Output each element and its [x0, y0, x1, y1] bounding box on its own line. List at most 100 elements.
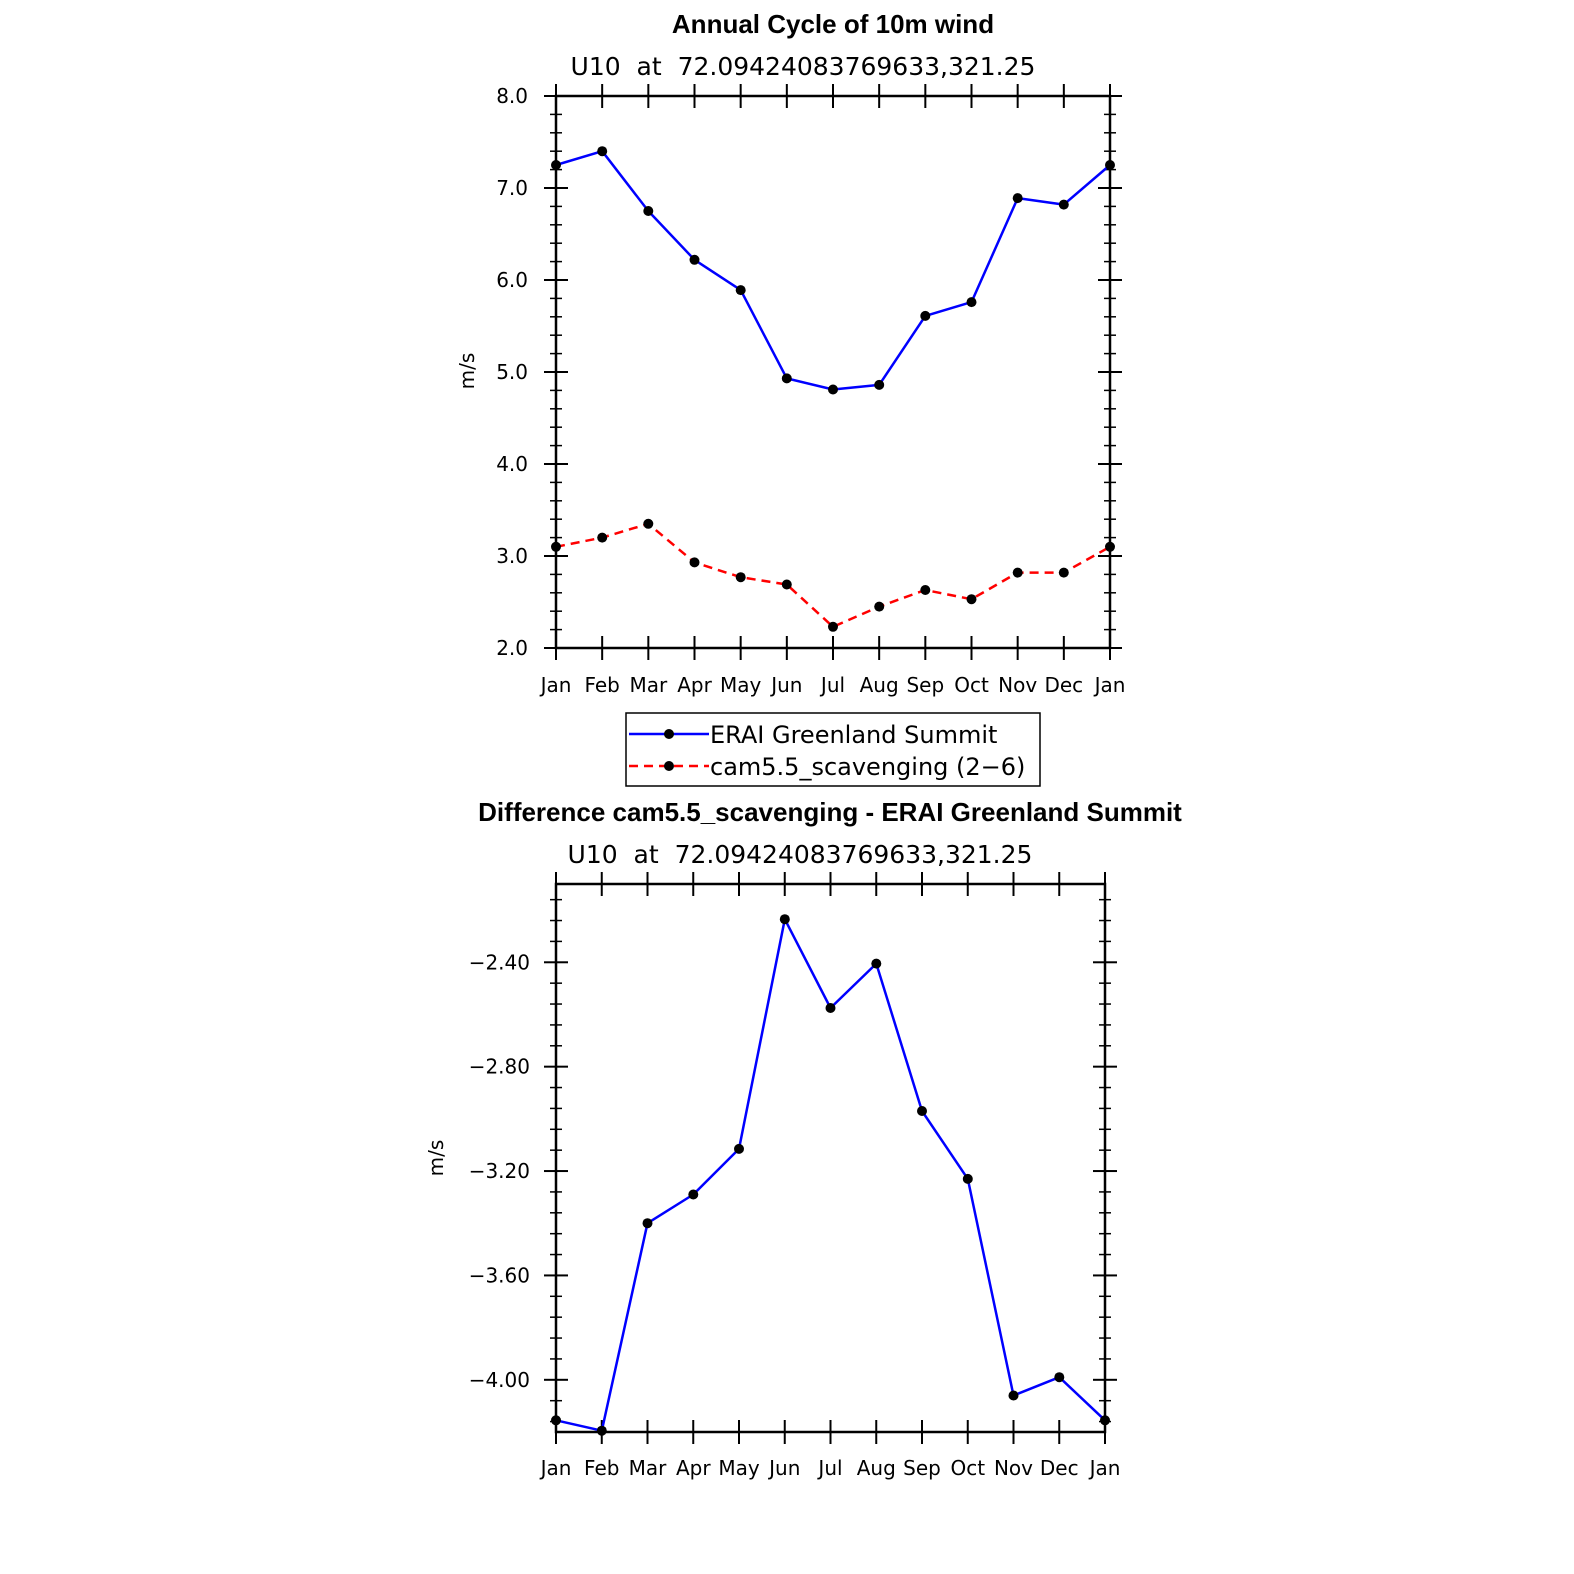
series-layer: [551, 146, 1115, 632]
x-tick-label: Aug: [860, 673, 899, 697]
series-point-0: [1054, 1372, 1065, 1383]
x-tick-label: Jul: [816, 1456, 842, 1480]
series-point-1: [1105, 541, 1115, 552]
chart-subtitle: U10 at 72.09424083769633,321.25: [568, 840, 1033, 869]
series-point-0: [966, 297, 977, 308]
series-point-1: [597, 532, 608, 543]
legend-label-cam: cam5.5_scavenging (2−6): [710, 753, 1025, 781]
series-point-0: [1105, 160, 1115, 170]
y-axis-label: m/s: [455, 353, 479, 390]
series-point-1: [1012, 567, 1023, 578]
x-tick-label: Jun: [767, 1456, 800, 1480]
series-point-1: [920, 585, 931, 595]
chart-title: Difference cam5.5_scavenging - ERAI Gree…: [478, 797, 1182, 827]
series-point-0: [551, 1415, 561, 1426]
y-tick-label: −2.80: [469, 1055, 530, 1079]
series-point-1: [874, 601, 885, 612]
x-tick-label: Oct: [954, 673, 989, 697]
y-tick-label: −2.40: [469, 950, 530, 974]
series-point-0: [1008, 1390, 1019, 1401]
x-tick-labels: Jan Feb Mar Apr May Jun Jul Aug Sep Oct Nov Dec Jan: [539, 673, 1126, 697]
series-point-1: [551, 541, 561, 552]
series-point-0: [642, 1218, 653, 1229]
x-tick-label: Jun: [769, 673, 802, 697]
axis-ticks: [544, 872, 1117, 1444]
series-point-0: [596, 1425, 607, 1436]
x-tick-label: Mar: [629, 673, 668, 697]
series-point-0: [962, 1173, 973, 1184]
series-point-1: [966, 594, 977, 605]
y-tick-labels: 2.0 3.0 4.0 5.0 6.0 7.0 8.0: [496, 84, 528, 660]
series-line-0: [555, 917, 1106, 1432]
series-point-0: [920, 310, 931, 321]
x-tick-label: Oct: [950, 1456, 985, 1480]
series-point-0: [825, 1003, 836, 1013]
series-point-0: [643, 206, 654, 216]
y-tick-label: 8.0: [496, 84, 528, 108]
y-tick-label: −3.20: [469, 1159, 530, 1183]
series-point-1: [643, 518, 654, 529]
legend-marker-cam: [664, 761, 674, 771]
series-point-1: [781, 579, 792, 590]
series-point-1: [1058, 567, 1069, 578]
x-tick-label: Jan: [1093, 673, 1126, 697]
series-point-0: [551, 160, 561, 170]
chart-subtitle: U10 at 72.09424083769633,321.25: [571, 52, 1036, 81]
series-point-0: [735, 285, 746, 296]
x-tick-label: Dec: [1040, 1456, 1079, 1480]
series-point-0: [597, 146, 608, 157]
x-tick-label: Apr: [676, 1456, 711, 1480]
difference-chart: Difference cam5.5_scavenging - ERAI Gree…: [424, 797, 1182, 1480]
x-tick-label: Feb: [584, 1456, 619, 1480]
x-tick-label: Jan: [539, 673, 572, 697]
y-tick-label: 7.0: [496, 176, 528, 200]
y-tick-labels: −4.00 −3.60 −3.20 −2.80 −2.40: [469, 950, 530, 1392]
x-tick-label: Sep: [903, 1456, 941, 1480]
x-tick-label: Nov: [998, 673, 1037, 697]
series-point-0: [828, 384, 838, 395]
legend-label-erai: ERAI Greenland Summit: [710, 721, 997, 749]
x-tick-label: Nov: [994, 1456, 1033, 1480]
series-point-0: [871, 958, 882, 969]
y-tick-label: 3.0: [496, 544, 528, 568]
series-point-0: [688, 1189, 699, 1200]
y-tick-label: 5.0: [496, 360, 528, 384]
x-tick-label: Sep: [906, 673, 944, 697]
series-point-0: [1058, 199, 1069, 210]
annual-cycle-chart: Annual Cycle of 10m wind U10 at 72.09424…: [455, 9, 1126, 787]
axis-ticks: [544, 84, 1122, 660]
series-layer: [551, 914, 1110, 1436]
x-tick-label: Jul: [819, 673, 845, 697]
x-tick-label: Feb: [584, 673, 619, 697]
legend-box: [625, 712, 1041, 787]
y-axis-label: m/s: [424, 1140, 448, 1177]
y-tick-label: −3.60: [469, 1263, 530, 1287]
series-point-0: [734, 1143, 744, 1154]
x-tick-label: Jan: [1088, 1456, 1121, 1480]
series-point-0: [1100, 1415, 1110, 1426]
x-tick-label: May: [718, 1456, 760, 1480]
series-point-1: [689, 557, 700, 568]
series-point-0: [917, 1106, 927, 1116]
series-point-0: [779, 914, 790, 925]
x-tick-label: Aug: [857, 1456, 896, 1480]
series-point-1: [735, 572, 746, 583]
x-tick-labels: Jan Feb Mar Apr May Jun Jul Aug Sep Oct Nov Dec Jan: [539, 1456, 1121, 1480]
y-tick-label: 6.0: [496, 268, 528, 292]
series-point-0: [689, 254, 700, 265]
legend: ERAI Greenland Summit cam5.5_scavenging …: [625, 712, 1041, 787]
y-tick-label: 2.0: [496, 636, 528, 660]
series-line-0: [555, 149, 1111, 391]
plot-frame: [554, 882, 1107, 1434]
x-tick-label: May: [720, 673, 762, 697]
chart-title: Annual Cycle of 10m wind: [672, 9, 994, 39]
series-point-0: [1012, 193, 1023, 204]
series-line-1: [555, 522, 1111, 629]
plot-frame: [554, 94, 1112, 650]
y-tick-label: 4.0: [496, 452, 528, 476]
series-point-0: [874, 379, 885, 390]
x-tick-label: Mar: [629, 1456, 668, 1480]
legend-marker-erai: [664, 729, 674, 739]
x-tick-label: Apr: [677, 673, 712, 697]
